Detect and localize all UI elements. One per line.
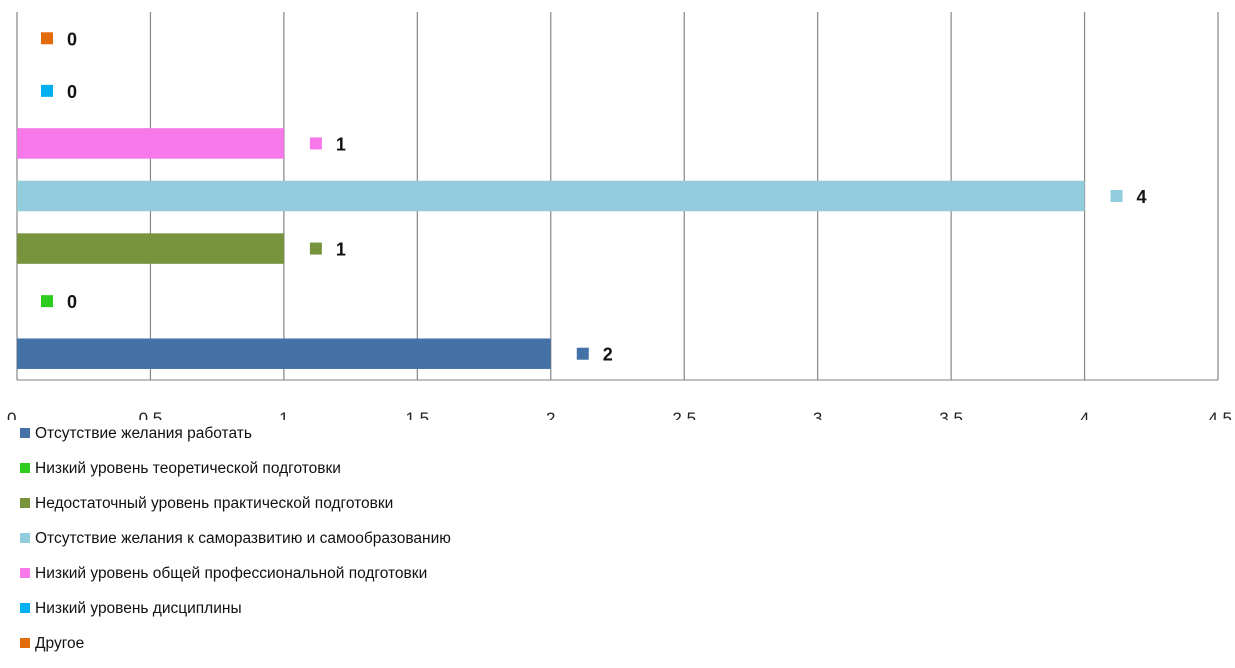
x-tick-label: 3 <box>813 409 822 420</box>
bar-chart: 2 0 1 4 1 0 0 0 0,5 1 1,5 2 2,5 3 3,5 4 4,5 <box>7 12 1232 420</box>
data-label-swatch <box>576 347 589 360</box>
legend-label: Недостаточный уровень практической подго… <box>35 495 394 512</box>
x-tick-label: 1 <box>279 409 288 420</box>
legend-item: Низкий уровень дисциплины <box>20 596 451 631</box>
legend-label: Другое <box>35 635 85 652</box>
legend-swatch <box>20 638 30 648</box>
legend-label: Низкий уровень теоретической подготовки <box>35 460 341 477</box>
legend-swatch <box>20 603 30 613</box>
legend-item: Отсутствие желания к саморазвитию и само… <box>20 526 451 561</box>
data-label: 0 <box>67 292 77 312</box>
bar <box>17 128 284 159</box>
legend-item: Недостаточный уровень практической подго… <box>20 491 451 526</box>
bars <box>17 128 1085 369</box>
data-label: 0 <box>67 82 77 102</box>
bar <box>17 233 284 264</box>
data-label: 1 <box>336 134 346 154</box>
x-tick-label: 3,5 <box>939 409 963 420</box>
legend-swatch <box>20 533 30 543</box>
data-label: 0 <box>67 29 77 49</box>
legend-label: Низкий уровень общей профессиональной по… <box>35 565 428 582</box>
bar <box>17 338 551 369</box>
legend-item: Низкий уровень общей профессиональной по… <box>20 561 451 596</box>
legend-swatch <box>20 428 30 438</box>
x-tick-label: 2 <box>546 409 555 420</box>
data-label: 1 <box>336 240 346 260</box>
x-tick-label: 4,5 <box>1208 409 1232 420</box>
data-label-swatch <box>1110 190 1123 202</box>
legend-swatch <box>20 463 30 473</box>
x-tick-label: 2,5 <box>672 409 696 420</box>
data-label-swatch <box>309 242 322 255</box>
legend-label: Отсутствие желания к саморазвитию и само… <box>35 530 451 547</box>
data-label: 2 <box>603 345 613 365</box>
legend-item: Другое <box>20 631 451 666</box>
data-labels: 2 0 1 4 1 0 0 <box>41 29 1147 365</box>
legend-item: Отсутствие желания работать <box>20 421 451 456</box>
data-label-swatch <box>309 137 322 150</box>
x-tick-label: 0 <box>7 409 16 420</box>
x-tick-label: 0,5 <box>139 409 163 420</box>
legend-label: Низкий уровень дисциплины <box>35 600 242 617</box>
data-label-swatch <box>41 32 53 45</box>
x-axis-tick-labels: 0 0,5 1 1,5 2 2,5 3 3,5 4 4,5 <box>7 409 1232 420</box>
legend-label: Отсутствие желания работать <box>35 425 252 442</box>
legend-item: Низкий уровень теоретической подготовки <box>20 456 451 491</box>
data-label-swatch <box>41 295 53 308</box>
legend: Отсутствие желания работать Низкий уровен… <box>20 421 451 666</box>
legend-swatch <box>20 498 30 508</box>
x-tick-label: 1,5 <box>406 409 430 420</box>
bar <box>17 180 1085 212</box>
legend-swatch <box>20 568 30 578</box>
data-label-swatch <box>41 84 53 97</box>
x-tick-label: 4 <box>1080 409 1089 420</box>
data-label: 4 <box>1137 187 1147 207</box>
